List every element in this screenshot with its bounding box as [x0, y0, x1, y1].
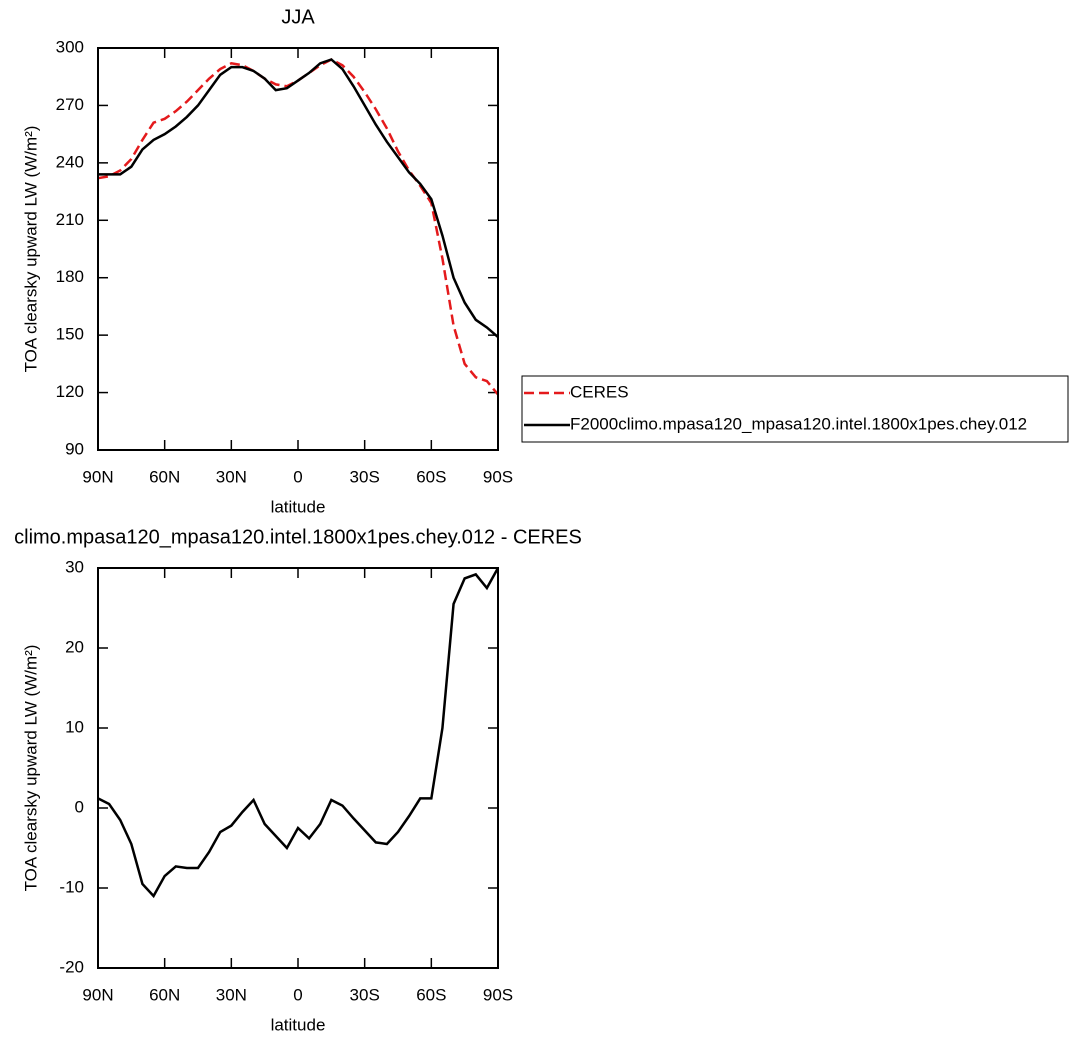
x-tick-label: 60S: [416, 985, 446, 1004]
x-tick-label: 90N: [82, 467, 113, 486]
y-tick-label: 270: [56, 95, 84, 114]
x-tick-label: 30S: [350, 985, 380, 1004]
legend-label: CERES: [570, 382, 629, 401]
x-tick-label: 0: [293, 985, 302, 1004]
x-tick-label: 30N: [216, 467, 247, 486]
plot-frame: [97, 567, 499, 969]
legend-box: [521, 375, 1069, 443]
x-axis-label: latitude: [271, 497, 326, 516]
x-tick-label: 30N: [216, 985, 247, 1004]
x-tick-label: 90N: [82, 985, 113, 1004]
x-tick-label: 60S: [416, 467, 446, 486]
y-tick-label: 90: [65, 439, 84, 458]
series-line: [98, 58, 499, 339]
y-tick-label: 300: [56, 37, 84, 56]
y-tick-label: 30: [65, 557, 84, 576]
y-axis-label: TOA clearsky upward LW (W/m²): [21, 645, 40, 892]
y-tick-label: 150: [56, 325, 84, 344]
series-line: [97, 567, 500, 899]
x-axis-label: latitude: [271, 1015, 326, 1034]
y-tick-label: 120: [56, 382, 84, 401]
series-line: [97, 58, 499, 396]
y-axis-label: TOA clearsky upward LW (W/m²): [21, 126, 40, 373]
plot-frame: [97, 47, 499, 451]
y-tick-label: 0: [75, 797, 84, 816]
x-tick-label: 30S: [350, 467, 380, 486]
chart-title: climo.mpasa120_mpasa120.intel.1800x1pes.…: [14, 526, 582, 548]
legend-label: F2000climo.mpasa120_mpasa120.intel.1800x…: [570, 414, 1027, 433]
y-tick-label: -20: [59, 957, 84, 976]
x-tick-label: 90S: [483, 985, 513, 1004]
y-tick-label: 240: [56, 152, 84, 171]
x-tick-label: 60N: [149, 467, 180, 486]
y-tick-label: 210: [56, 210, 84, 229]
x-tick-label: 60N: [149, 985, 180, 1004]
chart-title: JJA: [281, 6, 315, 28]
x-tick-label: 0: [293, 467, 302, 486]
x-tick-label: 90S: [483, 467, 513, 486]
y-tick-label: 180: [56, 267, 84, 286]
y-tick-label: 10: [65, 717, 84, 736]
y-tick-label: -10: [59, 877, 84, 896]
y-tick-label: 20: [65, 637, 84, 656]
